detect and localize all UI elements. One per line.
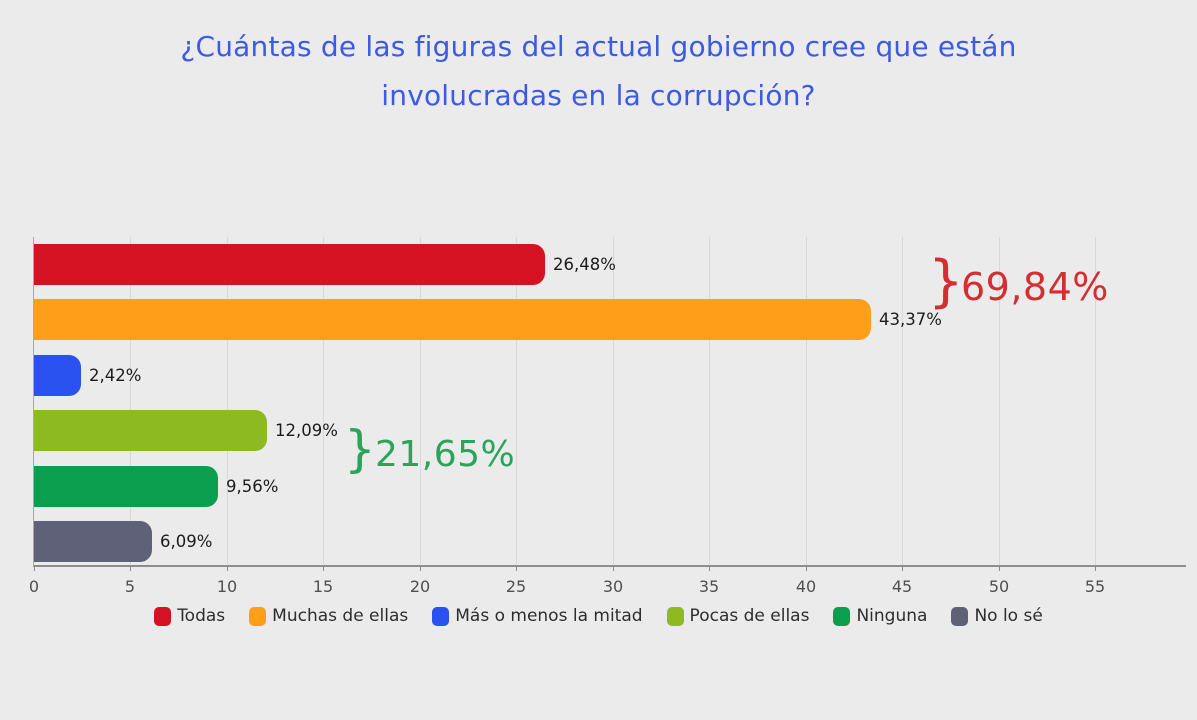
- chart-title-line2: involucradas en la corrupción?: [381, 79, 816, 112]
- legend-swatch-pocas-de-ellas: [666, 606, 684, 626]
- legend-swatch-ninguna: [833, 606, 851, 626]
- gridline-x-35: [709, 237, 710, 565]
- annotation-total-21-65-: 21,65%: [375, 434, 516, 475]
- annotation-total-69-84-: 69,84%: [961, 265, 1109, 309]
- legend-item-ninguna: Ninguna: [833, 606, 927, 626]
- gridline-x-50: [999, 237, 1000, 565]
- bar-value-label-ninguna: 9,56%: [226, 477, 279, 496]
- gridline-x-55: [1095, 237, 1096, 565]
- legend-label-muchas-de-ellas: Muchas de ellas: [272, 606, 409, 626]
- x-axis-tick-label-30: 30: [602, 577, 624, 596]
- gridline-x-45: [902, 237, 903, 565]
- x-axis-tick-label-40: 40: [795, 577, 817, 596]
- legend-swatch-mas-o-menos-la-mitad: [432, 606, 450, 626]
- x-axis-tickmark-50: [999, 566, 1000, 571]
- legend-label-no-lo-se: No lo sé: [974, 606, 1043, 626]
- x-axis-tickmark-25: [516, 566, 517, 571]
- gridline-x-15: [323, 237, 324, 565]
- bar-mas-o-menos-la-mitad: [34, 355, 81, 396]
- legend-label-pocas-de-ellas: Pocas de ellas: [689, 606, 810, 626]
- x-axis-tickmark-15: [323, 566, 324, 571]
- bar-value-label-muchas-de-ellas: 43,37%: [879, 310, 942, 329]
- x-axis-tickmark-55: [1095, 566, 1096, 571]
- legend-item-pocas-de-ellas: Pocas de ellas: [666, 606, 810, 626]
- legend-swatch-no-lo-se: [951, 606, 969, 626]
- legend-item-todas: Todas: [154, 606, 225, 626]
- x-axis-tick-label-10: 10: [216, 577, 238, 596]
- bar-value-label-pocas-de-ellas: 12,09%: [275, 421, 338, 440]
- x-axis-tick-label-35: 35: [698, 577, 720, 596]
- bar-pocas-de-ellas: [34, 410, 267, 451]
- bar-value-label-no-lo-se: 6,09%: [160, 532, 213, 551]
- gridline-x-5: [130, 237, 131, 565]
- x-axis-tickmark-40: [806, 566, 807, 571]
- chart-title-line1: ¿Cuántas de las figuras del actual gobie…: [180, 30, 1017, 63]
- x-axis-tick-label-25: 25: [505, 577, 527, 596]
- x-axis-tickmark-10: [227, 566, 228, 571]
- annotation-brace-69-84-: }: [928, 249, 964, 314]
- x-axis-tick-label-55: 55: [1084, 577, 1106, 596]
- legend-item-muchas-de-ellas: Muchas de ellas: [249, 606, 408, 626]
- legend-item-mas-o-menos-la-mitad: Más o menos la mitad: [432, 606, 643, 626]
- bar-value-label-mas-o-menos-la-mitad: 2,42%: [89, 366, 142, 385]
- annotation-brace-21-65-: }: [344, 420, 376, 478]
- bar-muchas-de-ellas: [34, 299, 871, 340]
- bar-todas: [34, 244, 545, 285]
- legend-label-ninguna: Ninguna: [856, 606, 928, 626]
- legend: Todas Muchas de ellas Más o menos la mitad…: [0, 606, 1197, 626]
- x-axis-tickmark-5: [130, 566, 131, 571]
- x-axis-tick-label-45: 45: [891, 577, 913, 596]
- x-axis-tick-label-0: 0: [28, 577, 40, 596]
- gridline-x-10: [227, 237, 228, 565]
- x-axis-tickmark-35: [709, 566, 710, 571]
- x-axis-tickmark-0: [34, 566, 35, 571]
- legend-swatch-todas: [154, 606, 172, 626]
- bar-value-label-todas: 26,48%: [553, 255, 616, 274]
- x-axis-tick-label-50: 50: [988, 577, 1010, 596]
- legend-label-mas-o-menos-la-mitad: Más o menos la mitad: [455, 606, 643, 626]
- x-axis-tickmark-45: [902, 566, 903, 571]
- gridline-x-40: [806, 237, 807, 565]
- x-axis-tick-label-20: 20: [409, 577, 431, 596]
- bar-no-lo-se: [34, 521, 152, 562]
- gridline-x-30: [613, 237, 614, 565]
- bar-ninguna: [34, 466, 218, 507]
- chart-title: ¿Cuántas de las figuras del actual gobie…: [0, 22, 1197, 120]
- x-axis-tick-label-5: 5: [124, 577, 136, 596]
- gridline-x-25: [516, 237, 517, 565]
- x-axis-tick-label-15: 15: [312, 577, 334, 596]
- x-axis-tickmark-20: [420, 566, 421, 571]
- gridline-x-20: [420, 237, 421, 565]
- legend-swatch-muchas-de-ellas: [249, 606, 267, 626]
- legend-label-todas: Todas: [177, 606, 226, 626]
- legend-item-no-lo-se: No lo sé: [951, 606, 1043, 626]
- plot-area: 0 5 10 15 20 25 30 35 40 45 50 55 26,48% 43,37% 2,42% 1…: [29, 237, 1186, 596]
- x-axis-tickmark-30: [613, 566, 614, 571]
